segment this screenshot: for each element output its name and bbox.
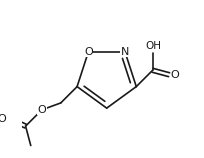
Text: O: O — [170, 70, 178, 80]
Text: O: O — [0, 114, 7, 124]
Text: O: O — [84, 47, 92, 57]
Text: OH: OH — [145, 41, 161, 51]
Text: N: N — [120, 47, 129, 57]
Text: O: O — [37, 105, 46, 115]
